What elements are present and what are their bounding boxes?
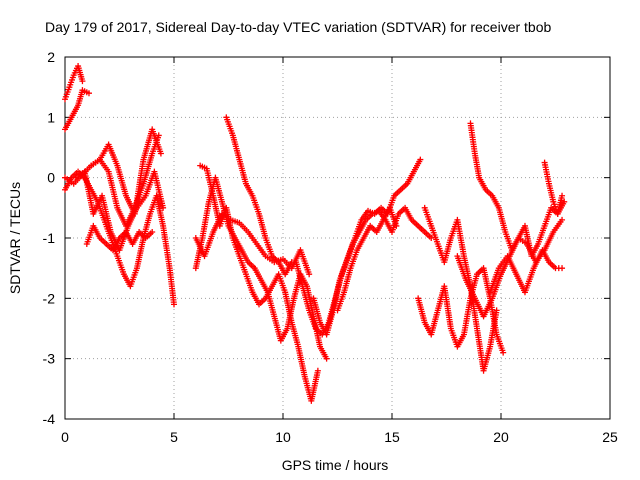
data-point — [417, 156, 424, 163]
data-point — [493, 307, 500, 314]
data-point — [160, 204, 167, 211]
series-sat-o — [415, 265, 507, 356]
series-sat-p — [421, 204, 500, 374]
series-sat-f — [83, 222, 156, 254]
x-tick-label: 0 — [61, 429, 69, 445]
y-tick-label: -4 — [43, 411, 56, 427]
series-sat-i — [197, 162, 321, 404]
y-tick-label: -3 — [43, 351, 56, 367]
y-axis-label: SDTVAR / TECUs — [7, 182, 23, 294]
data-point — [393, 222, 400, 229]
chart-title: Day 179 of 2017, Sidereal Day-to-day VTE… — [45, 19, 552, 35]
data-point — [314, 367, 321, 374]
data-point — [561, 198, 568, 205]
data-point — [149, 228, 156, 235]
y-tick-label: -2 — [43, 290, 56, 306]
x-tick-label: 5 — [170, 429, 178, 445]
data-point — [79, 78, 86, 85]
x-tick-label: 20 — [493, 429, 509, 445]
series-sat-s — [487, 247, 566, 296]
data-point — [559, 192, 566, 199]
y-tick-label: 0 — [47, 170, 55, 186]
series-sat-t — [541, 159, 566, 217]
data-point — [171, 301, 177, 308]
data-point — [500, 349, 507, 356]
data-point — [157, 150, 164, 157]
x-tick-label: 25 — [602, 429, 618, 445]
tick-labels: 0 5 10 15 20 25 -4 -3 -2 -1 0 1 2 — [43, 49, 618, 445]
data-point — [559, 216, 566, 223]
series-sat-b — [62, 87, 92, 133]
series-sat-n — [334, 204, 400, 314]
data-point — [428, 235, 435, 241]
series-sat-g — [88, 132, 162, 229]
data-point — [85, 90, 92, 97]
series-sat-a — [62, 63, 86, 103]
axis-ticks — [64, 56, 611, 420]
data-points — [62, 63, 568, 404]
y-tick-label: 2 — [47, 49, 55, 65]
data-point — [559, 265, 566, 272]
y-tick-label: 1 — [47, 109, 55, 125]
series-sat-k — [223, 114, 295, 278]
series-sat-q — [467, 120, 568, 260]
data-point — [323, 355, 330, 362]
data-point — [155, 132, 162, 139]
x-axis-label: GPS time / hours — [282, 457, 389, 473]
y-tick-label: -1 — [43, 230, 56, 246]
x-tick-label: 15 — [384, 429, 400, 445]
data-point — [306, 271, 313, 278]
x-tick-label: 10 — [275, 429, 291, 445]
